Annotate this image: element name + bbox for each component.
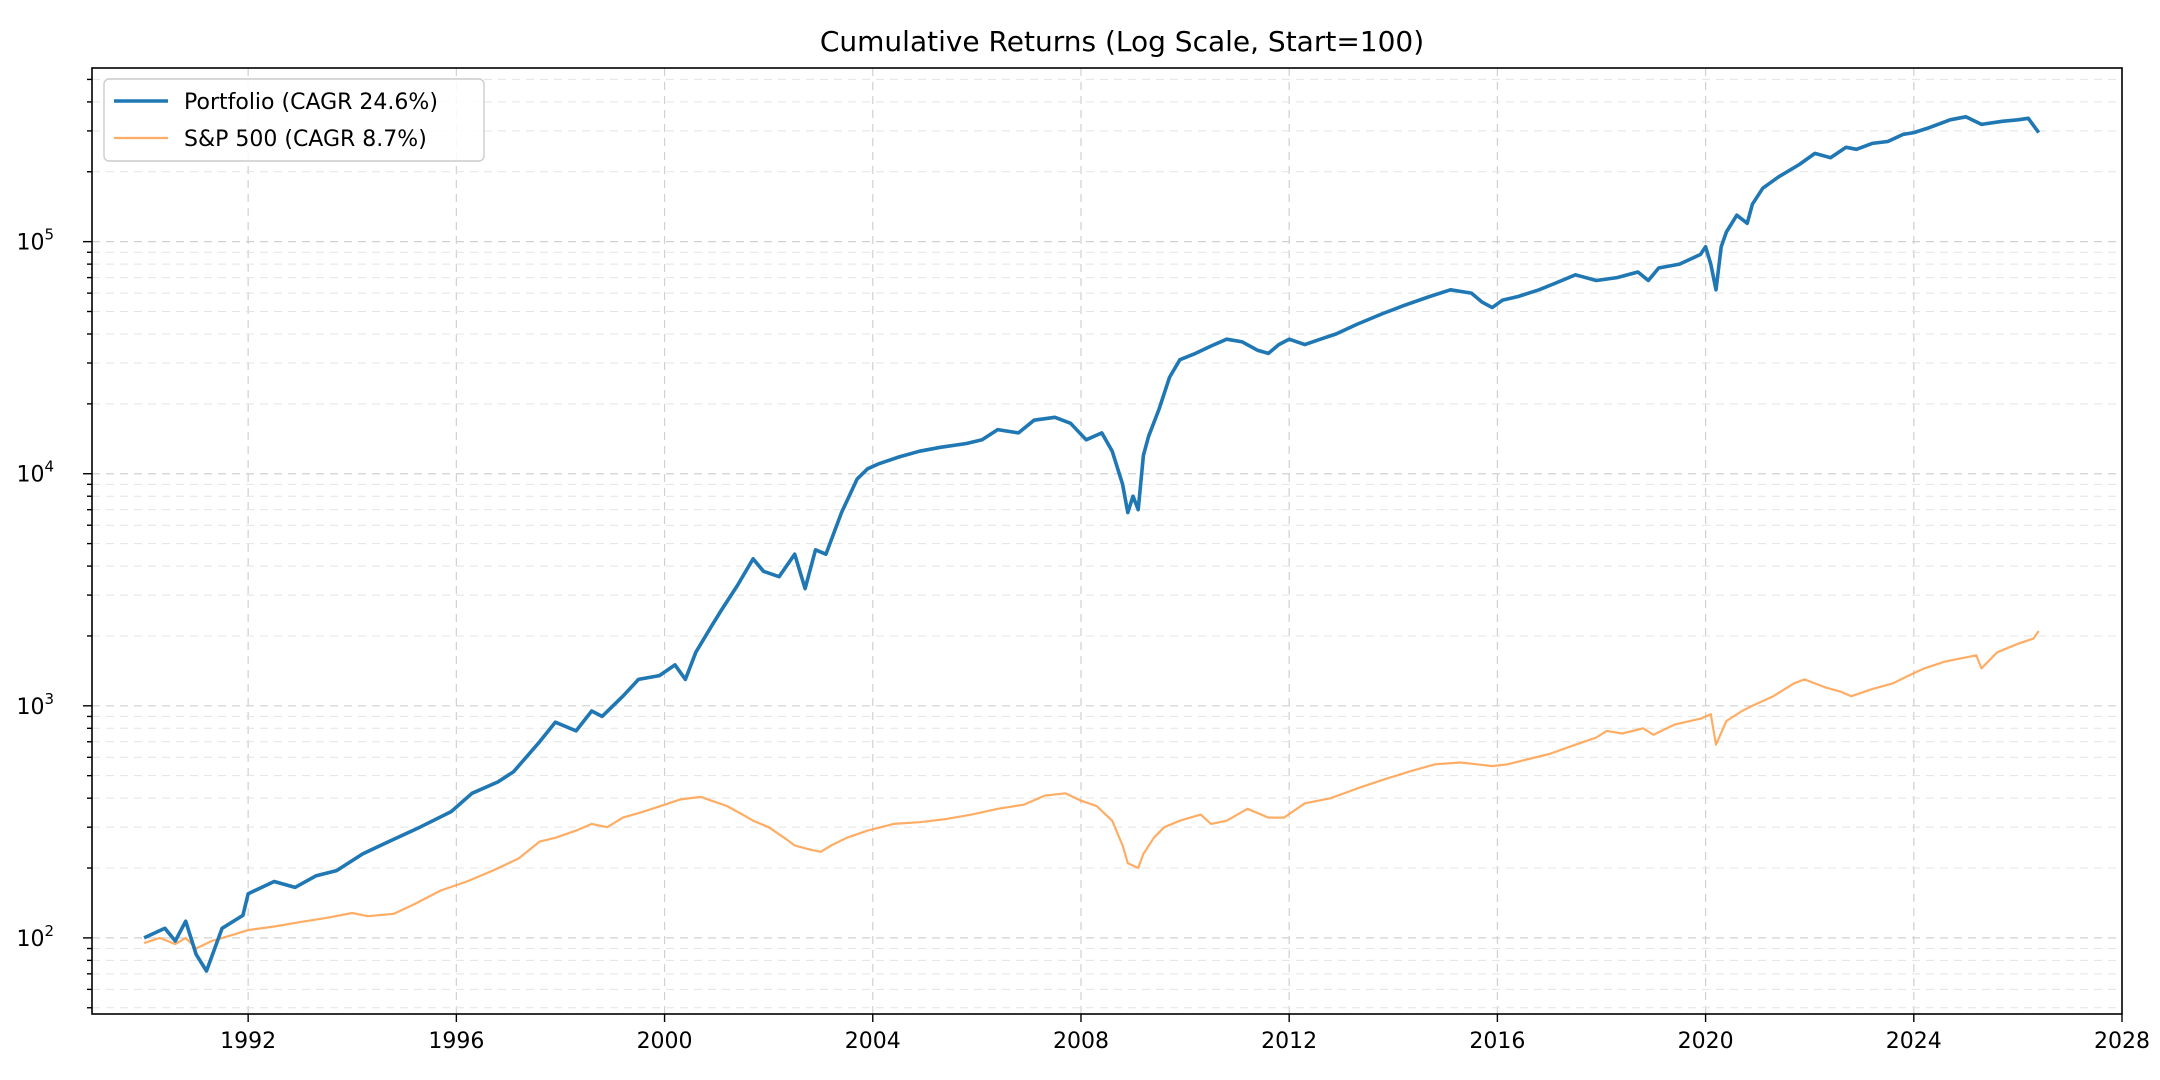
portfolio-line: [143, 115, 2041, 973]
x-tick-label: 2000: [637, 1029, 693, 1054]
chart-title: Cumulative Returns (Log Scale, Start=100…: [820, 25, 1424, 58]
y-tick-label: 105: [16, 226, 54, 256]
legend: Portfolio (CAGR 24.6%) S&P 500 (CAGR 8.7…: [103, 78, 485, 162]
x-tick-label: 2028: [2094, 1029, 2150, 1054]
x-tick-label: 2012: [1261, 1029, 1317, 1054]
series-layer: [143, 115, 2041, 973]
y-tick-label: 103: [16, 690, 54, 720]
y-tick-label: 104: [16, 458, 54, 488]
x-tick-label: 1992: [220, 1029, 276, 1054]
tick-layer: 1992 1996 2000 2004 2008 2012 2016 2020 2024 2028…: [16, 78, 2150, 1054]
sp500-line: [143, 630, 2040, 950]
x-tick-label: 2024: [1886, 1029, 1942, 1054]
legend-label-portfolio: Portfolio (CAGR 24.6%): [184, 90, 438, 115]
legend-label-sp500: S&P 500 (CAGR 8.7%): [184, 127, 427, 152]
legend-box: [103, 78, 485, 162]
x-tick-label: 2016: [1469, 1029, 1525, 1054]
grid-layer: [92, 68, 2123, 1014]
x-tick-label: 2004: [845, 1029, 901, 1054]
axes-frame: [91, 67, 2123, 1015]
x-tick-label: 2020: [1678, 1029, 1734, 1054]
x-tick-label: 2008: [1053, 1029, 1109, 1054]
x-tick-label: 1996: [428, 1029, 484, 1054]
y-tick-label: 102: [16, 922, 54, 952]
